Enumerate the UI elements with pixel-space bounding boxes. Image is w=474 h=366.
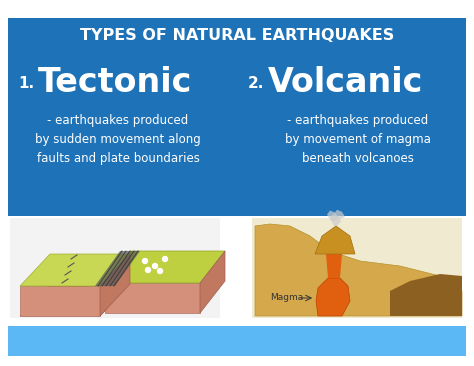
Text: - earthquakes produced
by sudden movement along
faults and plate boundaries: - earthquakes produced by sudden movemen… bbox=[35, 114, 201, 165]
Polygon shape bbox=[20, 284, 130, 316]
Polygon shape bbox=[20, 254, 130, 286]
Polygon shape bbox=[105, 283, 200, 313]
Polygon shape bbox=[255, 224, 462, 316]
Circle shape bbox=[157, 269, 163, 273]
Text: 2.: 2. bbox=[248, 75, 264, 90]
Text: Tectonic: Tectonic bbox=[38, 67, 192, 100]
Circle shape bbox=[163, 257, 167, 261]
Polygon shape bbox=[330, 214, 341, 226]
Polygon shape bbox=[100, 254, 130, 316]
FancyBboxPatch shape bbox=[252, 218, 462, 318]
Text: TYPES OF NATURAL EARTHQUAKES: TYPES OF NATURAL EARTHQUAKES bbox=[80, 29, 394, 44]
Text: 1.: 1. bbox=[18, 75, 34, 90]
Circle shape bbox=[153, 264, 157, 269]
Text: - earthquakes produced
by movement of magma
beneath volcanoes: - earthquakes produced by movement of ma… bbox=[285, 114, 431, 165]
Polygon shape bbox=[95, 251, 140, 286]
Text: Volcanic: Volcanic bbox=[268, 67, 423, 100]
Polygon shape bbox=[326, 254, 342, 278]
Circle shape bbox=[143, 258, 147, 264]
Polygon shape bbox=[105, 251, 225, 283]
Polygon shape bbox=[20, 286, 100, 316]
Polygon shape bbox=[315, 226, 355, 254]
Polygon shape bbox=[334, 210, 345, 219]
Text: Magma: Magma bbox=[270, 294, 303, 303]
Polygon shape bbox=[327, 210, 338, 221]
Polygon shape bbox=[316, 278, 350, 316]
FancyBboxPatch shape bbox=[8, 18, 466, 216]
FancyBboxPatch shape bbox=[10, 218, 220, 318]
Circle shape bbox=[146, 268, 151, 273]
Polygon shape bbox=[390, 274, 462, 316]
FancyBboxPatch shape bbox=[8, 326, 466, 356]
Polygon shape bbox=[200, 251, 225, 313]
